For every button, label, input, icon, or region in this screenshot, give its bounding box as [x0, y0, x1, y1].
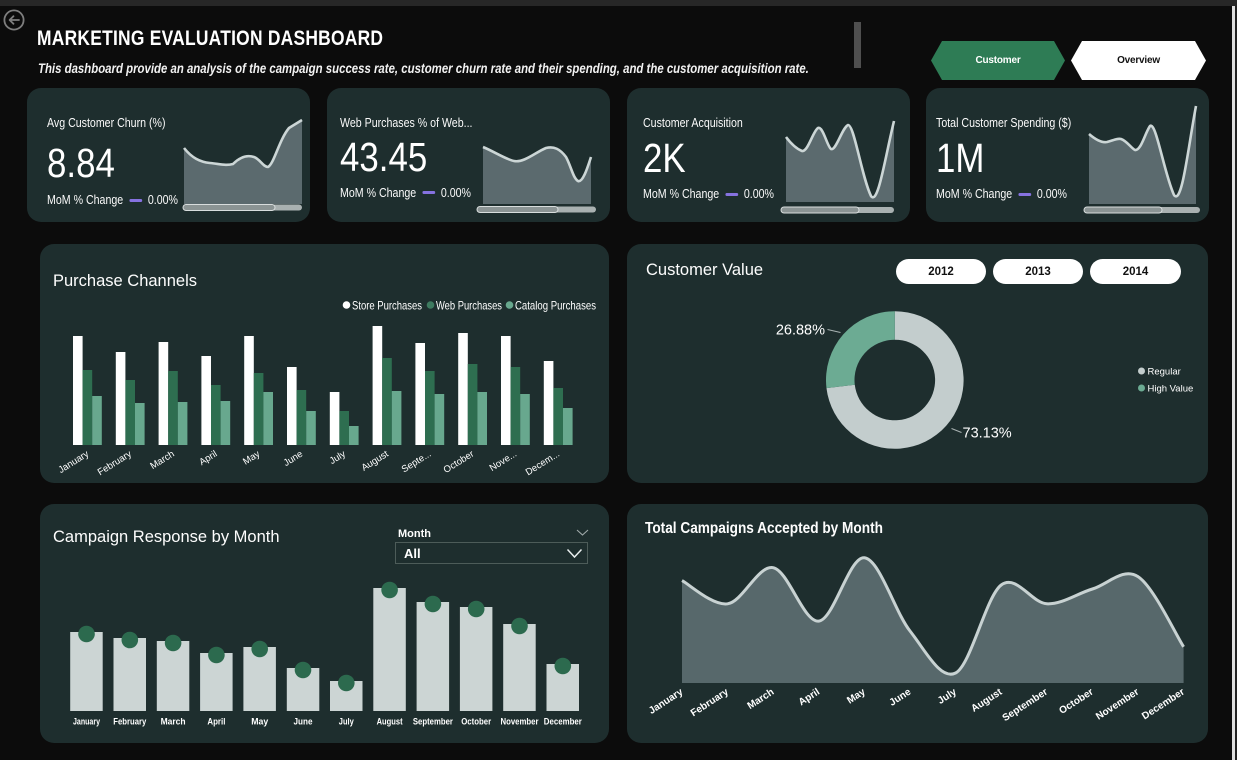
svg-text:November: November — [501, 717, 539, 728]
svg-text:Store Purchases: Store Purchases — [352, 299, 422, 313]
svg-text:Catalog Purchases: Catalog Purchases — [515, 299, 596, 313]
svg-text:November: November — [1094, 687, 1141, 723]
svg-text:January: January — [56, 449, 91, 476]
svg-text:December: December — [1140, 687, 1187, 723]
svg-text:Nove...: Nove... — [488, 449, 519, 474]
svg-text:January: January — [647, 686, 686, 716]
svg-text:April: April — [207, 717, 225, 728]
svg-text:July: July — [339, 717, 355, 728]
svg-text:June: June — [294, 717, 313, 728]
svg-text:September: September — [413, 717, 453, 728]
svg-text:August: August — [969, 686, 1004, 714]
svg-text:Septe...: Septe... — [400, 449, 434, 476]
svg-text:August: August — [377, 717, 404, 728]
svg-text:Regular: Regular — [1148, 367, 1181, 378]
svg-text:March: March — [746, 687, 777, 712]
svg-text:Web Purchases: Web Purchases — [436, 299, 502, 313]
svg-text:High Value: High Value — [1148, 384, 1194, 395]
svg-text:January: January — [73, 717, 101, 728]
svg-text:October: October — [1057, 687, 1095, 717]
svg-text:April: April — [797, 687, 822, 709]
svg-text:May: May — [845, 686, 868, 706]
svg-text:February: February — [689, 686, 731, 719]
svg-text:May: May — [251, 717, 269, 728]
svg-text:December: December — [544, 717, 582, 728]
svg-text:March: March — [148, 449, 176, 472]
svg-text:October: October — [442, 449, 476, 476]
svg-text:May: May — [241, 449, 262, 468]
svg-text:June: June — [282, 449, 305, 469]
svg-text:April: April — [197, 449, 219, 468]
svg-text:February: February — [96, 449, 134, 479]
svg-text:October: October — [461, 717, 491, 728]
svg-text:Decem...: Decem... — [524, 449, 562, 478]
svg-text:March: March — [161, 717, 186, 728]
svg-text:July: July — [936, 686, 959, 706]
svg-text:February: February — [113, 717, 147, 728]
svg-text:26.88%: 26.88% — [776, 323, 825, 339]
svg-text:June: June — [888, 686, 914, 708]
svg-text:August: August — [360, 448, 391, 473]
svg-text:73.13%: 73.13% — [963, 426, 1012, 442]
svg-text:September: September — [1001, 687, 1050, 724]
svg-text:July: July — [328, 449, 348, 467]
